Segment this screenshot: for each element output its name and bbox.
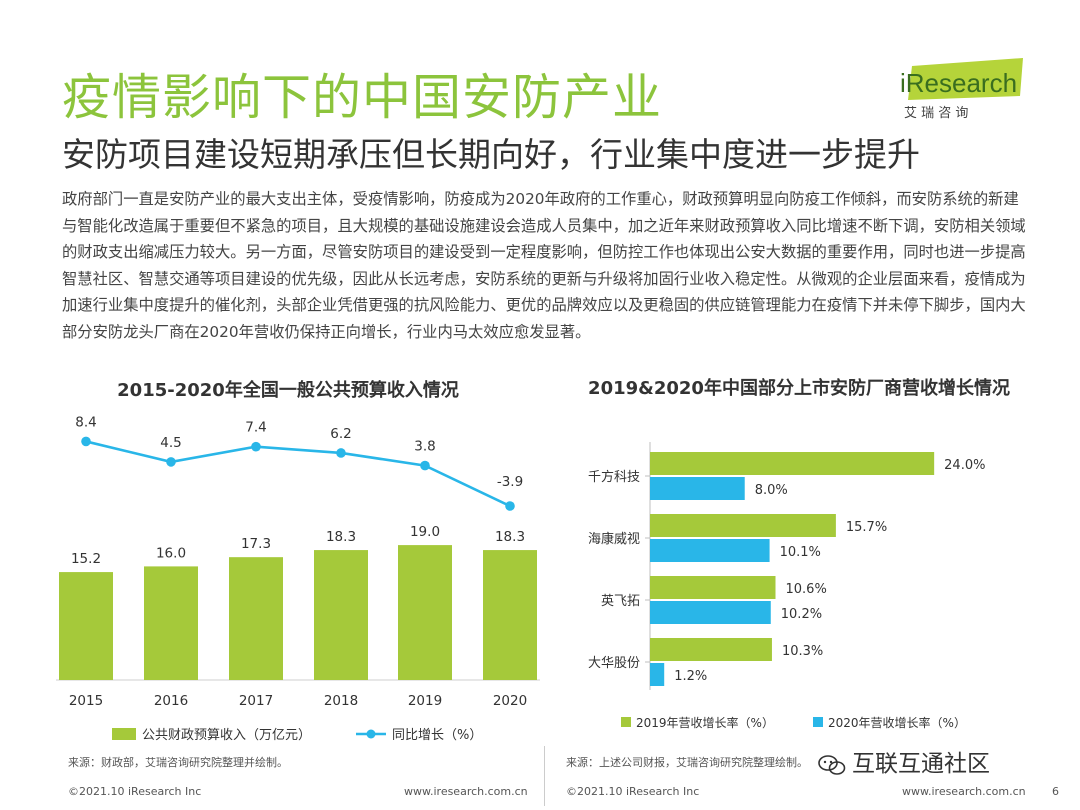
revenue-bar-label: 18.3 (495, 529, 525, 545)
growth-2020-bar-label: 8.0% (755, 483, 788, 498)
footer-left-url[interactable]: www.iresearch.com.cn (404, 785, 528, 798)
growth-2020-bar (650, 663, 665, 686)
legend-2019-label: 2019年营收增长率（%） (636, 715, 774, 730)
company-category-label: 大华股份 (588, 656, 640, 671)
growth-2019-bar-label: 10.6% (786, 582, 827, 597)
iresearch-logo: iResearch 艾 瑞 咨 询 (900, 58, 1023, 121)
growth-2019-bar-label: 24.0% (944, 458, 985, 473)
growth-2020-bar-label: 10.1% (780, 545, 821, 560)
legend-2020-label: 2020年营收增长率（%） (828, 715, 966, 730)
revenue-bar (398, 545, 452, 680)
footer-right-copyright: ©2021.10 iResearch Inc (566, 785, 700, 798)
logo-text: iResearch (900, 68, 1017, 98)
growth-point (336, 448, 346, 458)
right-source: 来源：上述公司财报，艾瑞咨询研究院整理绘制。 (566, 756, 808, 769)
growth-2019-bar (650, 638, 772, 661)
legend-revenue-label: 公共财政预算收入（万亿元） (142, 728, 311, 743)
growth-2019-bar (650, 452, 935, 475)
growth-2020-bar-label: 10.2% (781, 607, 822, 622)
revenue-bar (314, 550, 368, 680)
logo-sub: 艾 瑞 咨 询 (904, 106, 968, 121)
revenue-bar (59, 572, 113, 680)
company-category-label: 千方科技 (588, 469, 640, 485)
revenue-bar (144, 566, 198, 680)
growth-point-label: 7.4 (245, 420, 266, 436)
page-number: 6 (1052, 785, 1059, 798)
left-x-tick-label: 2015 (69, 693, 103, 709)
growth-point (420, 460, 430, 471)
watermark-text: 互联互通社区 (852, 751, 990, 777)
footer-right-url[interactable]: www.iresearch.com.cn (902, 785, 1026, 798)
growth-point-label: 4.5 (160, 435, 181, 451)
legend-2019-swatch (621, 717, 631, 727)
growth-2019-bar (650, 514, 836, 537)
company-category-label: 英飞拓 (601, 594, 640, 609)
body-paragraph: 政府部门一直是安防产业的最大支出主体，受疫情影响，防疫成为2020年政府的工作重… (62, 190, 1026, 341)
growth-point (251, 441, 261, 452)
revenue-bar-label: 16.0 (156, 545, 186, 561)
legend-growth-label: 同比增长（%） (392, 728, 482, 743)
left-chart-title: 2015-2020年全国一般公共预算收入情况 (117, 380, 459, 401)
legend-growth-marker (366, 729, 376, 739)
growth-point-label: -3.9 (497, 474, 523, 490)
growth-point-label: 8.4 (75, 414, 96, 430)
legend-2020-swatch (813, 717, 823, 727)
revenue-bar (483, 550, 537, 680)
wechat-icon (818, 754, 846, 775)
left-source: 来源：财政部，艾瑞咨询研究院整理并绘制。 (68, 756, 288, 769)
growth-2020-bar (650, 601, 771, 624)
revenue-bar-label: 18.3 (326, 529, 356, 545)
growth-2019-bar (650, 576, 776, 599)
growth-point (505, 501, 515, 511)
right-chart-title: 2019&2020年中国部分上市安防厂商营收增长情况 (588, 378, 1010, 399)
watermark: 互联互通社区 (818, 744, 990, 778)
growth-point-label: 3.8 (414, 439, 435, 455)
left-x-tick-label: 2017 (239, 693, 273, 709)
revenue-bar-label: 17.3 (241, 536, 271, 552)
footer-divider (544, 746, 545, 806)
page-subtitle: 安防项目建设短期承压但长期向好，行业集中度进一步提升 (62, 135, 920, 174)
page-title: 疫情影响下的中国安防产业 (62, 69, 663, 126)
left-x-tick-label: 2018 (324, 693, 358, 709)
left-x-tick-label: 2019 (408, 693, 442, 709)
left-x-tick-label: 2016 (154, 693, 188, 709)
company-category-label: 海康威视 (588, 531, 640, 547)
growth-2019-bar-label: 15.7% (846, 520, 887, 535)
growth-2020-bar (650, 539, 770, 562)
legend-revenue-swatch (112, 728, 136, 740)
growth-point (166, 457, 176, 467)
growth-point (81, 436, 91, 447)
footer-left-copyright: ©2021.10 iResearch Inc (68, 785, 202, 798)
growth-2020-bar-label: 1.2% (674, 669, 707, 684)
growth-point-label: 6.2 (330, 426, 351, 442)
revenue-bar (229, 557, 283, 680)
revenue-bar-label: 15.2 (71, 551, 101, 567)
growth-series-line (85, 440, 511, 508)
growth-2019-bar-label: 10.3% (782, 644, 823, 659)
left-x-tick-label: 2020 (493, 693, 527, 709)
growth-2020-bar (650, 477, 745, 500)
revenue-bar-label: 19.0 (410, 524, 440, 540)
